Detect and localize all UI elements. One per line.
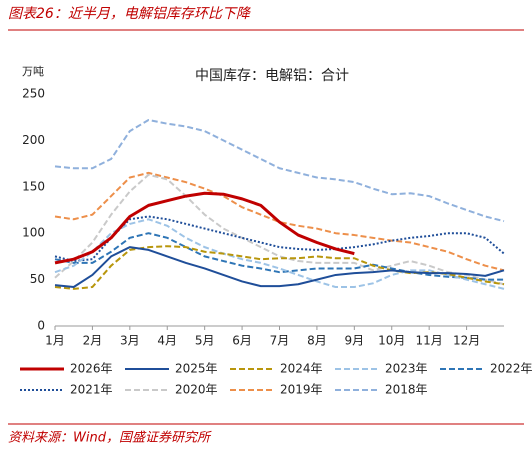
x-tick-label: 10月 bbox=[378, 334, 405, 348]
x-tick-label: 8月 bbox=[307, 334, 327, 348]
series-line bbox=[54, 246, 505, 289]
legend-label: 2026年 bbox=[70, 362, 113, 376]
legend-label: 2021年 bbox=[70, 383, 113, 397]
y-tick-label: 200 bbox=[22, 133, 45, 147]
series-line bbox=[54, 215, 505, 263]
series-line bbox=[54, 118, 505, 223]
series-line bbox=[54, 245, 505, 290]
y-tick-label: 250 bbox=[22, 87, 45, 101]
series-line bbox=[54, 171, 505, 272]
x-tick-label: 9月 bbox=[345, 334, 365, 348]
legend-label: 2020年 bbox=[175, 383, 218, 397]
x-tick-label: 11月 bbox=[416, 334, 443, 348]
x-tick-label: 6月 bbox=[232, 334, 252, 348]
header: 图表26：近半月，电解铝库存环比下降 bbox=[8, 6, 252, 22]
legend-label: 2024年 bbox=[280, 362, 323, 376]
legend-label: 2025年 bbox=[175, 362, 218, 376]
y-tick-label: 50 bbox=[30, 272, 45, 286]
y-tick-label: 0 bbox=[37, 319, 45, 333]
x-tick-label: 7月 bbox=[270, 334, 290, 348]
legend-label: 2019年 bbox=[280, 383, 323, 397]
x-tick-label: 12月 bbox=[453, 334, 480, 348]
series-line bbox=[54, 191, 355, 265]
x-tick-label: 1月 bbox=[45, 334, 65, 348]
series-line bbox=[54, 218, 505, 290]
y-axis-label: 万吨 bbox=[22, 65, 44, 78]
legend-label: 2023年 bbox=[385, 362, 428, 376]
x-tick-label: 5月 bbox=[195, 334, 215, 348]
x-tick-label: 3月 bbox=[120, 334, 140, 348]
y-tick-label: 150 bbox=[22, 179, 45, 193]
x-tick-label: 2月 bbox=[83, 334, 103, 348]
legend-label: 2022年 bbox=[490, 362, 532, 376]
source: 资料来源：Wind，国盛证券研究所 bbox=[8, 430, 212, 446]
legend-label: 2018年 bbox=[385, 383, 428, 397]
chart-title: 中国库存：电解铝：合计 bbox=[195, 68, 349, 84]
series-line bbox=[54, 173, 505, 286]
x-tick-label: 4月 bbox=[157, 334, 177, 348]
series-line bbox=[54, 232, 504, 281]
y-tick-label: 100 bbox=[22, 226, 45, 240]
